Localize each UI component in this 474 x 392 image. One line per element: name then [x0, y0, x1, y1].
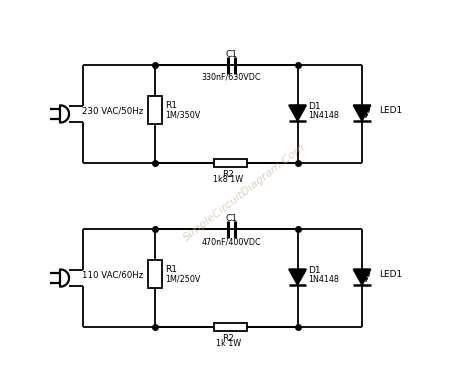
Polygon shape [354, 269, 371, 285]
Text: 230 VAC/50Hz: 230 VAC/50Hz [82, 106, 143, 115]
Text: R2: R2 [222, 170, 234, 179]
Polygon shape [289, 269, 306, 285]
Text: 470nF/400VDC: 470nF/400VDC [201, 237, 261, 246]
Text: 1M/350V: 1M/350V [165, 111, 200, 120]
Bar [147, 96, 163, 124]
Polygon shape [354, 105, 371, 121]
Text: 1N4148: 1N4148 [309, 111, 339, 120]
Text: C1: C1 [225, 49, 237, 58]
Text: SimpleCircuitDiagram.Com: SimpleCircuitDiagram.Com [182, 142, 308, 243]
Text: LED1: LED1 [380, 105, 403, 114]
Bar [214, 158, 247, 167]
Text: 1M/250V: 1M/250V [165, 275, 200, 284]
Bar [147, 260, 163, 288]
Text: 110 VAC/60Hz: 110 VAC/60Hz [82, 270, 143, 279]
Text: 1k8 1W: 1k8 1W [213, 175, 243, 184]
Text: C1: C1 [225, 214, 237, 223]
Bar [214, 323, 247, 331]
Text: D1: D1 [309, 102, 321, 111]
Text: R2: R2 [222, 334, 234, 343]
Text: 330nF/630VDC: 330nF/630VDC [201, 73, 261, 82]
Text: 1k 1W: 1k 1W [216, 339, 241, 348]
Text: R1: R1 [165, 101, 177, 110]
Text: 1N4148: 1N4148 [309, 276, 339, 285]
Text: R1: R1 [165, 265, 177, 274]
Polygon shape [289, 105, 306, 121]
Text: D1: D1 [309, 266, 321, 275]
Text: LED1: LED1 [380, 270, 403, 279]
